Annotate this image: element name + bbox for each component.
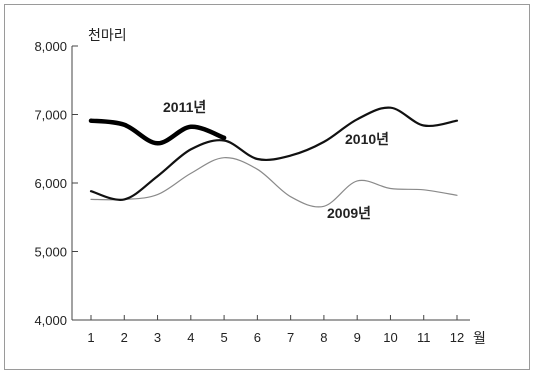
x-tick-label: 12	[450, 330, 464, 345]
chart-lines	[88, 106, 459, 208]
y-tick-label: 4,000	[34, 313, 67, 328]
y-tick-label: 7,000	[34, 108, 67, 123]
y-tick-label: 5,000	[34, 245, 67, 260]
series-label-2011: 2011년	[163, 99, 206, 115]
x-tick-label: 1	[87, 330, 94, 345]
x-tick-label: 4	[187, 330, 194, 345]
y-axis-unit-label: 천마리	[88, 27, 127, 43]
y-tick-label: 6,000	[34, 176, 67, 191]
x-tick-label: 8	[320, 330, 327, 345]
x-tick-label: 5	[220, 330, 227, 345]
x-tick-label: 2	[121, 330, 128, 345]
x-tick-label: 7	[287, 330, 294, 345]
x-axis-unit-label: 월	[473, 330, 486, 346]
x-tick-label: 6	[254, 330, 261, 345]
x-tick-label: 9	[354, 330, 361, 345]
x-tick-label: 3	[154, 330, 161, 345]
series-line-2010	[89, 106, 459, 201]
chart-labels: 천마리 월 2009년 2010년 2011년	[88, 27, 486, 346]
x-tick-label: 11	[417, 330, 431, 345]
x-tick-label: 10	[383, 330, 397, 345]
chart-frame	[4, 4, 530, 370]
series-line-2009	[90, 157, 458, 208]
series-label-2009: 2009년	[327, 205, 371, 221]
y-tick-label: 8,000	[34, 39, 67, 54]
series-line-2011	[88, 118, 227, 146]
series-label-2010: 2010년	[345, 131, 389, 147]
